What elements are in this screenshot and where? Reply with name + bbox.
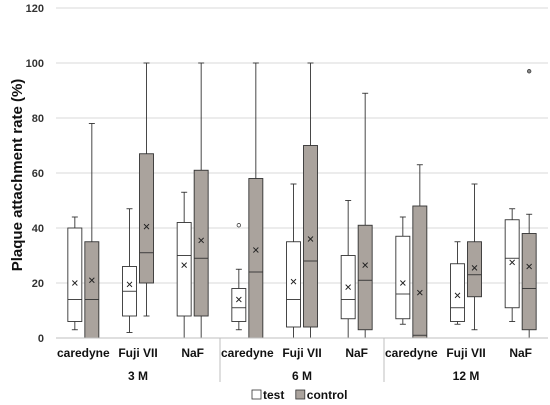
box-iqr xyxy=(357,224,373,331)
y-tick-20: 20 xyxy=(32,278,44,290)
box-iqr xyxy=(395,235,411,320)
box-test-8 xyxy=(450,241,465,325)
x-tick-naf: NaF xyxy=(345,346,368,360)
mean-marker xyxy=(454,292,461,299)
legend-label-test: test xyxy=(263,388,284,402)
mean-marker xyxy=(89,277,95,284)
box-control-8 xyxy=(467,183,482,331)
box-iqr xyxy=(504,219,520,309)
x-tick-caredyne: caredyne xyxy=(221,346,274,360)
box-iqr xyxy=(286,241,301,328)
mean-marker xyxy=(526,263,532,270)
x-tick-naf: NaF xyxy=(181,346,204,360)
mean-marker xyxy=(236,296,242,303)
x-axis: caredyne Fuji VII NaF 3 M caredyne Fuji VII Na… xyxy=(56,337,548,383)
mean-marker xyxy=(72,280,78,286)
box-control-4 xyxy=(248,62,264,339)
box-series xyxy=(67,62,537,339)
outlier-point xyxy=(236,223,242,228)
mean-marker xyxy=(126,281,133,288)
group-label-3-m: 3 M xyxy=(128,369,148,383)
box-test-3 xyxy=(176,191,192,339)
box-iqr xyxy=(139,153,154,284)
y-tick-80: 80 xyxy=(32,113,44,125)
box-iqr xyxy=(84,241,100,339)
box-iqr xyxy=(521,233,537,331)
box-test-5 xyxy=(286,183,301,339)
mean-marker xyxy=(198,237,204,244)
legend-label-control: control xyxy=(307,388,348,402)
box-test-2 xyxy=(122,208,137,333)
box-control-6 xyxy=(357,92,373,339)
box-iqr xyxy=(193,169,209,317)
mean-marker xyxy=(290,278,297,285)
mean-marker xyxy=(400,280,406,286)
box-control-5 xyxy=(303,62,318,339)
box-control-3 xyxy=(193,62,209,339)
y-axis-ticks: 0 20 40 60 80 100 120 xyxy=(26,3,44,345)
y-axis-label: Plaque attachment rate (%) xyxy=(9,79,26,272)
box-iqr xyxy=(248,178,264,339)
group-label-12-m: 12 M xyxy=(453,369,480,383)
legend-swatch-control xyxy=(295,389,306,400)
box-iqr xyxy=(303,145,318,328)
legend-swatch-test xyxy=(251,389,262,400)
gridlines xyxy=(56,7,548,339)
mean-marker xyxy=(417,289,423,296)
mean-marker xyxy=(509,259,515,266)
mean-marker xyxy=(253,247,259,253)
box-iqr xyxy=(450,263,465,322)
box-iqr xyxy=(412,205,428,339)
box-control-9 xyxy=(521,69,537,339)
x-tick-fuji-vii: Fuji VII xyxy=(282,346,321,360)
mean-marker xyxy=(307,236,314,242)
outlier-point xyxy=(526,69,532,74)
mean-marker xyxy=(345,284,351,290)
box-iqr xyxy=(467,241,482,298)
x-tick-caredyne: caredyne xyxy=(57,346,110,360)
mean-marker xyxy=(471,265,478,271)
x-tick-fuji-vii: Fuji VII xyxy=(118,346,157,360)
box-test-1 xyxy=(67,216,83,331)
y-tick-120: 120 xyxy=(26,3,44,15)
y-tick-0: 0 xyxy=(38,333,44,345)
group-label-6-m: 6 M xyxy=(292,369,312,383)
box-iqr xyxy=(231,288,247,322)
y-tick-60: 60 xyxy=(32,168,44,180)
box-control-2 xyxy=(139,62,154,317)
x-tick-caredyne: caredyne xyxy=(385,346,438,360)
box-iqr xyxy=(176,222,192,317)
x-tick-naf: NaF xyxy=(509,346,532,360)
box-test-6 xyxy=(340,200,356,339)
legend: test control xyxy=(251,388,348,402)
mean-marker xyxy=(181,262,187,268)
y-tick-40: 40 xyxy=(32,223,44,235)
box-test-7 xyxy=(395,216,411,325)
box-control-7 xyxy=(412,164,428,339)
box-test-4 xyxy=(231,223,247,331)
x-tick-fuji-vii: Fuji VII xyxy=(446,346,485,360)
y-tick-100: 100 xyxy=(26,58,44,70)
box-test-9 xyxy=(504,208,520,322)
mean-marker xyxy=(143,223,150,230)
mean-marker xyxy=(362,262,368,268)
box-iqr xyxy=(67,227,83,322)
box-control-1 xyxy=(84,123,100,339)
